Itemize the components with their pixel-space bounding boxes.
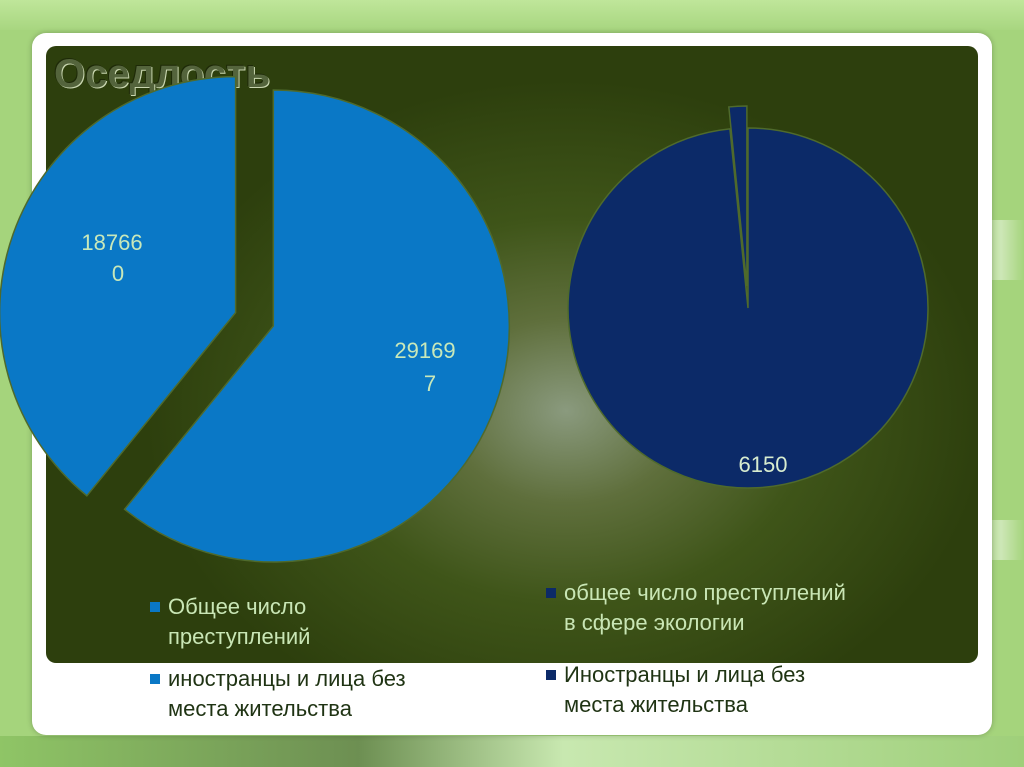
legend-swatch bbox=[150, 674, 160, 684]
pie-chart-left bbox=[0, 75, 511, 563]
legend-label: иностранцы и лица без bbox=[168, 666, 406, 691]
legend-label: Иностранцы и лица без bbox=[564, 662, 806, 687]
legend-label: общее число преступлений bbox=[564, 580, 846, 605]
legend-label: в сфере экологии bbox=[564, 610, 745, 635]
legend-swatch bbox=[546, 588, 556, 598]
legend-label: места жительства bbox=[564, 692, 748, 717]
data-label-pie1-series2-line2: 0 bbox=[112, 261, 124, 286]
pie1-slice-total-crimes bbox=[123, 89, 511, 563]
legend-item-pie1-total: Общее число преступлений bbox=[150, 592, 310, 652]
data-label-pie1-series2-line1: 18766 bbox=[81, 230, 142, 255]
legend-label: преступлений bbox=[168, 624, 311, 649]
legend-item-pie2-ecology: общее число преступлений в сфере экологи… bbox=[546, 578, 846, 638]
legend-label: места жительства bbox=[168, 696, 352, 721]
data-label-pie2-series1: 6150 bbox=[739, 452, 788, 477]
pie2-slice-foreigners bbox=[728, 105, 748, 287]
legend-swatch bbox=[150, 602, 160, 612]
legend-item-pie1-foreigners: иностранцы и лица без места жительства bbox=[150, 664, 406, 724]
pie2-slice-ecology-crimes bbox=[567, 127, 929, 489]
legend-label: Общее число bbox=[168, 594, 307, 619]
background-bottom-band bbox=[0, 736, 1024, 767]
background-top-band bbox=[0, 0, 1024, 30]
pie-chart-right bbox=[567, 105, 929, 489]
pie1-slice-foreigners bbox=[0, 75, 237, 497]
legend-item-pie2-foreigners: Иностранцы и лица без места жительства bbox=[546, 660, 805, 720]
data-label-pie1-series1-line1: 29169 bbox=[394, 338, 455, 363]
data-label-pie1-series1-line2: 7 bbox=[424, 371, 436, 396]
legend-swatch bbox=[546, 670, 556, 680]
